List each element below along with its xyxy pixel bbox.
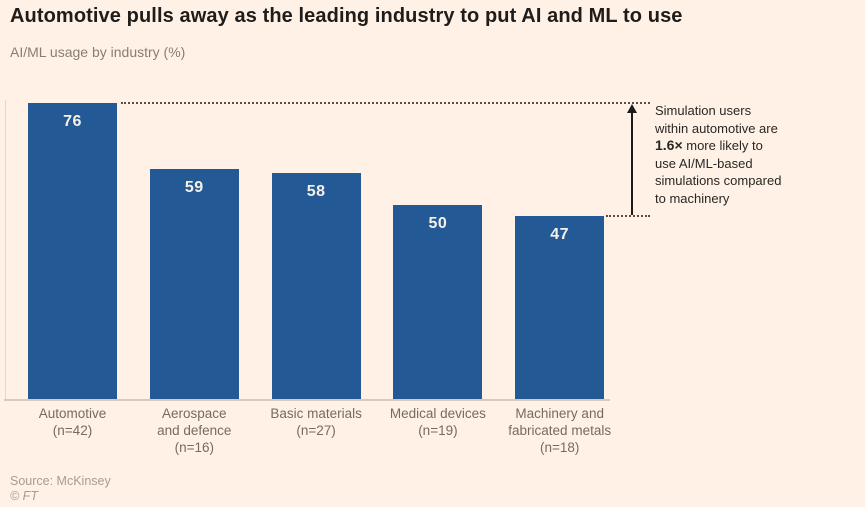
annotation-arrow-icon [631,111,633,216]
annotation-callout: Simulation users within automotive are 1… [655,103,782,206]
chart-subtitle: AI/ML usage by industry (%) [10,44,186,60]
dotted-guide-bottom [606,215,650,218]
bar-3: 50 [393,204,483,400]
y-axis-line [5,100,6,400]
category-label-4: Machinery and fabricated metals (n=18) [508,406,612,455]
bar-value-label: 59 [184,179,204,197]
category-label-3: Medical devices (n=19) [389,406,486,438]
dotted-guide-top [121,102,650,104]
source-label: Source: McKinsey [10,474,111,488]
bar-4: 47 [515,216,605,400]
ft-credit: © FT [10,489,38,503]
bar-value-label: 47 [550,226,570,244]
category-label-0: Automotive (n=42) [38,406,107,438]
bar-value-label: 76 [63,113,82,130]
annotation-arrowhead-icon [627,104,637,113]
bar-1: 59 [149,169,239,400]
bar-value-label: 50 [428,214,448,232]
chart-title: Automotive pulls away as the leading ind… [10,5,683,27]
bar-0: 76 [28,103,117,400]
x-axis-baseline [4,399,610,401]
category-label-1: Aerospace and defence (n=16) [157,406,232,455]
bar-value-label: 58 [306,183,326,201]
category-label-2: Basic materials (n=27) [270,406,362,438]
bar-2: 58 [271,173,361,400]
